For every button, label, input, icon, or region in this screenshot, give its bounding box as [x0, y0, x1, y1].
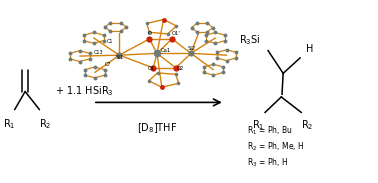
Text: Si2: Si2 — [187, 46, 196, 51]
Text: H: H — [306, 44, 313, 54]
Text: C1: C1 — [107, 39, 113, 44]
Text: R$_1$: R$_1$ — [3, 117, 15, 131]
Text: O1': O1' — [171, 31, 180, 36]
Text: + 1.1 HSiR$_3$: + 1.1 HSiR$_3$ — [55, 85, 114, 98]
Text: Si1: Si1 — [116, 55, 124, 60]
Text: R$_1$: R$_1$ — [253, 118, 265, 132]
Text: O: O — [147, 31, 152, 36]
Text: R$_2$: R$_2$ — [301, 118, 314, 132]
Text: O2: O2 — [177, 66, 184, 71]
Text: [D$_8$]THF: [D$_8$]THF — [137, 121, 177, 135]
Text: O1: O1 — [148, 66, 155, 71]
Text: Ca1: Ca1 — [161, 48, 171, 53]
Text: R$_3$ = Ph, H: R$_3$ = Ph, H — [247, 157, 289, 169]
Text: C13: C13 — [94, 50, 104, 55]
Text: R$_2$: R$_2$ — [39, 117, 51, 131]
Text: R$_1$ = Ph, Bu: R$_1$ = Ph, Bu — [247, 124, 293, 137]
Text: R$_3$Si: R$_3$Si — [239, 33, 260, 47]
Text: R$_2$ = Ph, Me, H: R$_2$ = Ph, Me, H — [247, 141, 305, 153]
Text: C7: C7 — [105, 62, 111, 67]
